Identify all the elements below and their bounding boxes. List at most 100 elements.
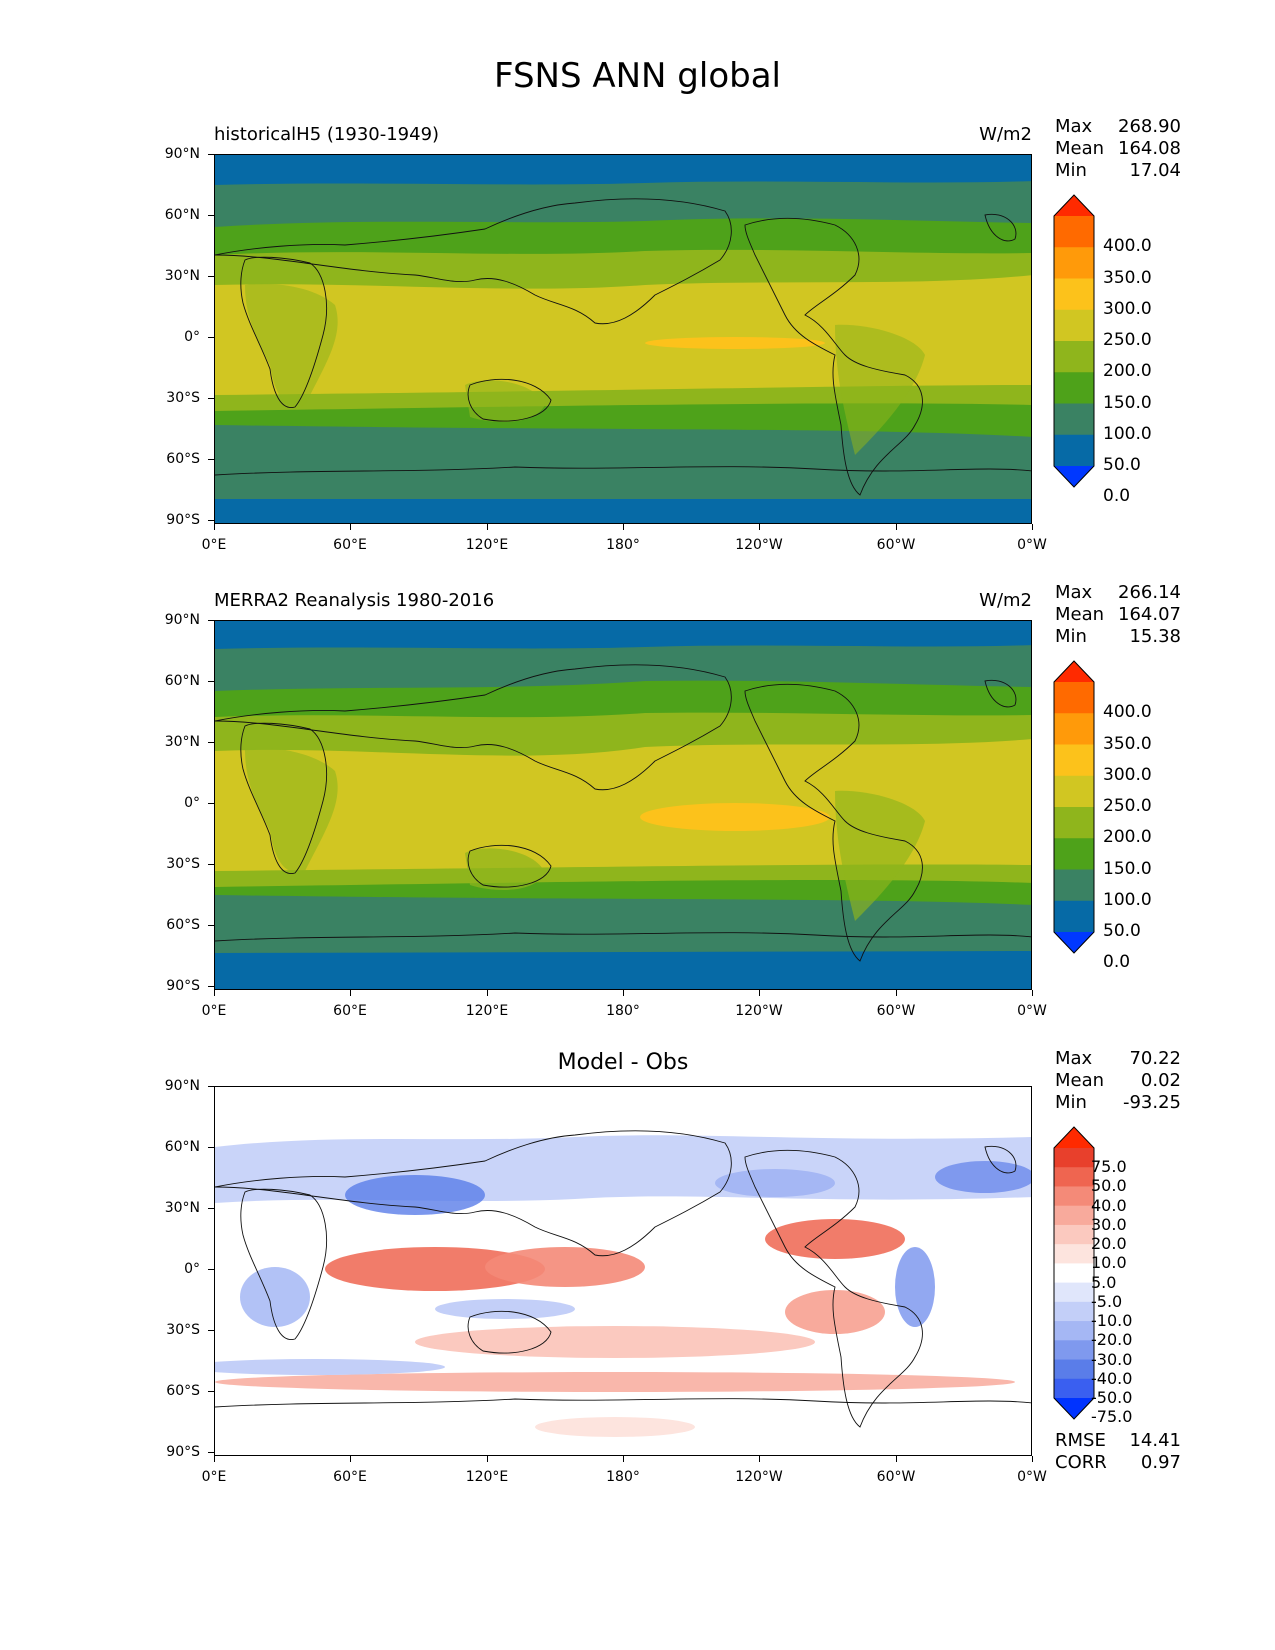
colorbar-extend-min <box>1054 932 1094 953</box>
y-tick-label: 90°N <box>140 146 214 162</box>
colorbar-tick-label: 75.0 <box>1091 1157 1127 1177</box>
colorbar <box>1053 660 1095 954</box>
colorbar-segment <box>1054 838 1094 870</box>
y-tick-label: 60°N <box>140 1139 214 1155</box>
stat-label: Min <box>1055 626 1087 647</box>
panel-title: historicalH5 (1930-1949) <box>214 124 440 145</box>
y-tick-label: 0° <box>140 329 214 345</box>
y-tick-label: 60°S <box>140 451 214 467</box>
stat-label: Min <box>1055 160 1087 181</box>
colorbar-tick-label: -50.0 <box>1091 1388 1133 1407</box>
colorbar-outline <box>1053 660 1095 954</box>
metric-label: CORR <box>1055 1452 1107 1473</box>
colorbar-segment <box>1054 1282 1094 1303</box>
colorbar-tick-label: 200.0 <box>1103 827 1152 848</box>
colorbar-segment <box>1054 434 1094 467</box>
y-tick-label: 30°N <box>140 268 214 284</box>
figure-title: FSNS ANN global <box>494 56 781 96</box>
stat-value: 17.04 <box>1129 160 1181 181</box>
y-tick-label: 60°S <box>140 917 214 933</box>
colorbar-tick-label: 0.0 <box>1103 952 1131 973</box>
colorbar-tick-label: 200.0 <box>1103 361 1152 382</box>
panel-title: MERRA2 Reanalysis 1980-2016 <box>214 590 495 611</box>
colorbar-segment <box>1054 372 1094 404</box>
x-tick-label: 180° <box>593 990 653 1019</box>
y-tick-label: 30°N <box>140 1200 214 1216</box>
colorbar-segment <box>1054 247 1094 279</box>
colorbar-segment <box>1054 682 1094 714</box>
colorbar-segment <box>1054 403 1094 436</box>
y-tick-label: 0° <box>140 795 214 811</box>
y-tick-label: 30°S <box>140 1322 214 1338</box>
colorbar-segment <box>1054 341 1094 373</box>
x-tick-label: 60°E <box>320 1456 380 1485</box>
colorbar-segment <box>1054 1301 1094 1322</box>
stat-value: 266.14 <box>1118 582 1181 603</box>
metric-value: 14.41 <box>1129 1430 1181 1451</box>
colorbar-tick-label: 250.0 <box>1103 330 1152 350</box>
colorbar-segment <box>1054 1340 1094 1361</box>
y-tick-label: 30°N <box>140 734 214 750</box>
stats-block: Max 266.14 Mean 164.07 Min 15.38 <box>1055 582 1181 648</box>
y-tick-label: 30°S <box>140 390 214 406</box>
x-tick-label: 120°E <box>457 1456 517 1485</box>
y-tick-label: 60°N <box>140 673 214 689</box>
stat-label: Mean <box>1055 604 1105 625</box>
colorbar-tick-label: -75.0 <box>1091 1407 1133 1427</box>
colorbar-tick-label: 250.0 <box>1103 796 1152 816</box>
colorbar-segment <box>1054 1244 1094 1264</box>
y-tick-label: 30°S <box>140 856 214 872</box>
colorbar-tick-label: -30.0 <box>1091 1349 1133 1369</box>
y-tick-label: 90°N <box>140 612 214 628</box>
colorbar-tick-label: 50.0 <box>1103 455 1141 475</box>
colorbar-outline <box>1053 1126 1095 1420</box>
colorbar-tick-label: -10.0 <box>1091 1311 1133 1331</box>
diff-map <box>215 1087 1031 1455</box>
colorbar-tick-label: 50.0 <box>1091 1176 1127 1196</box>
colorbar-extend-max <box>1054 661 1094 682</box>
panel-obs: MERRA2 Reanalysis 1980-2016 W/m2 Max 266.… <box>0 582 1275 1080</box>
stat-label: Max <box>1055 1048 1093 1069</box>
stat-label: Mean <box>1055 138 1105 159</box>
colorbar-tick-label: 100.0 <box>1103 423 1152 444</box>
x-tick-label: 0°W <box>1002 524 1062 553</box>
stat-value: -93.25 <box>1122 1092 1181 1113</box>
colorbar-segment <box>1054 1205 1094 1226</box>
colorbar-segment <box>1054 1148 1094 1168</box>
colorbar-tick-label: 150.0 <box>1103 858 1152 879</box>
colorbar-tick-label: 10.0 <box>1091 1253 1127 1273</box>
map-plot <box>214 154 1032 524</box>
colorbar-tick-label: 40.0 <box>1091 1195 1127 1215</box>
x-tick-label: 0°E <box>184 1456 244 1485</box>
x-tick-label: 120°W <box>729 990 789 1019</box>
colorbar <box>1053 1126 1095 1420</box>
colorbar-tick-label: -5.0 <box>1091 1291 1123 1311</box>
stat-value: 268.90 <box>1118 116 1181 137</box>
x-tick-label: 60°W <box>866 990 926 1019</box>
y-tick-label: 90°S <box>140 978 214 994</box>
y-tick-label: 90°N <box>140 1078 214 1094</box>
y-tick-label: 60°S <box>140 1383 214 1399</box>
y-tick-label: 90°S <box>140 1444 214 1460</box>
x-tick-label: 0°W <box>1002 990 1062 1019</box>
stat-label: Max <box>1055 116 1093 137</box>
colorbar-segment <box>1054 807 1094 839</box>
metric-value: 0.97 <box>1140 1452 1181 1473</box>
colorbar-tick-label: 5.0 <box>1091 1272 1117 1292</box>
stat-label: Min <box>1055 1092 1087 1113</box>
colorbar-segment <box>1054 309 1094 342</box>
x-tick-label: 120°W <box>729 1456 789 1485</box>
colorbar-extend-min <box>1054 1398 1094 1419</box>
colorbar <box>1053 194 1095 488</box>
colorbar-segment <box>1054 713 1094 745</box>
colorbar-segment <box>1054 1167 1094 1187</box>
colorbar-segment <box>1054 869 1094 902</box>
x-tick-label: 60°W <box>866 1456 926 1485</box>
stat-value: 0.02 <box>1140 1070 1181 1091</box>
x-tick-label: 180° <box>593 524 653 553</box>
colorbar-tick-label: 400.0 <box>1103 702 1152 723</box>
colorbar-segment <box>1054 216 1094 248</box>
x-tick-label: 60°E <box>320 990 380 1019</box>
stat-value: 164.07 <box>1118 604 1181 625</box>
panel-model: historicalH5 (1930-1949) W/m2 Max 268.90 … <box>0 116 1275 614</box>
